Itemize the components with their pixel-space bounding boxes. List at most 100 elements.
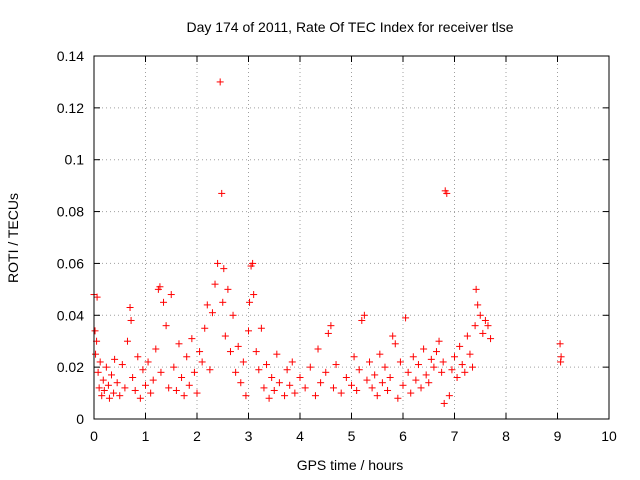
data-point (270, 386, 278, 394)
data-point (461, 368, 469, 376)
data-point (160, 298, 168, 306)
data-point (165, 384, 173, 392)
data-point (439, 358, 447, 366)
data-point (317, 379, 325, 387)
data-point (94, 368, 102, 376)
data-point (206, 366, 214, 374)
x-tick-label: 3 (245, 428, 253, 444)
data-point (458, 361, 466, 369)
data-point (376, 350, 384, 358)
data-point (425, 379, 433, 387)
data-point (420, 345, 428, 353)
data-point (211, 280, 219, 288)
data-point (469, 363, 477, 371)
data-point (366, 358, 374, 366)
y-tick-label: 0.1 (65, 152, 85, 168)
y-tick-label: 0.02 (57, 359, 84, 375)
data-point (113, 379, 121, 387)
x-tick-label: 0 (90, 428, 98, 444)
data-point (363, 376, 371, 384)
x-tick-label: 4 (296, 428, 304, 444)
data-point (314, 345, 322, 353)
y-tick-label: 0.14 (57, 48, 84, 64)
data-point (268, 374, 276, 382)
data-point (472, 285, 480, 293)
data-point (342, 374, 350, 382)
data-point (396, 358, 404, 366)
data-point (255, 366, 263, 374)
data-point (324, 329, 332, 337)
data-point (311, 392, 319, 400)
data-point (98, 392, 106, 400)
data-point (456, 342, 464, 350)
data-point (479, 329, 487, 337)
data-point (95, 384, 103, 392)
x-tick-label: 10 (601, 428, 617, 444)
data-point (435, 337, 443, 345)
data-point (229, 311, 237, 319)
data-point (407, 389, 415, 397)
data-point (474, 301, 482, 309)
data-point (226, 348, 234, 356)
data-point (476, 311, 484, 319)
data-point (185, 381, 193, 389)
data-point (384, 386, 392, 394)
data-point (381, 363, 389, 371)
data-point (440, 399, 448, 407)
data-point (136, 394, 144, 402)
data-point (142, 381, 149, 389)
data-point (149, 376, 157, 384)
y-tick-label: 0.06 (57, 255, 84, 271)
data-point (116, 392, 124, 400)
data-point (368, 384, 376, 392)
data-point (484, 322, 492, 330)
data-point (371, 371, 379, 379)
data-point (237, 379, 245, 387)
data-point (404, 368, 412, 376)
data-point (105, 394, 113, 402)
data-point (399, 381, 407, 389)
data-point (208, 309, 216, 317)
data-point (327, 322, 335, 330)
data-point (110, 389, 118, 397)
x-tick-label: 8 (502, 428, 510, 444)
data-point (246, 298, 254, 306)
data-point (127, 316, 135, 324)
data-point (360, 311, 368, 319)
data-point (432, 348, 440, 356)
data-point (190, 368, 198, 376)
y-axis-label: ROTI / TECUs (5, 193, 21, 283)
data-point (218, 189, 226, 197)
data-point (281, 392, 289, 400)
data-point (412, 376, 420, 384)
data-point (453, 374, 461, 382)
data-point (373, 392, 381, 400)
data-point (487, 335, 495, 343)
data-point (198, 358, 206, 366)
data-point (196, 348, 204, 356)
data-point (329, 384, 337, 392)
data-point (134, 353, 142, 361)
data-point (250, 291, 258, 299)
data-point (91, 327, 99, 335)
data-point (355, 366, 363, 374)
data-point (471, 322, 479, 330)
data-point (178, 374, 186, 382)
data-point (348, 381, 355, 389)
data-point (126, 304, 134, 312)
data-point (121, 384, 129, 392)
data-point (481, 316, 489, 324)
data-point (386, 374, 394, 382)
data-point (275, 379, 283, 387)
data-point (394, 394, 402, 402)
data-points (90, 78, 565, 407)
data-point (201, 324, 209, 332)
data-point (301, 384, 309, 392)
axis-ticks: 0 1 2 3 4 5 6 7 8 9 10 0 0.02 0.04 0.06 0.08 0.1 0.12 0.14 (57, 48, 617, 444)
data-point (283, 366, 291, 374)
data-point (448, 366, 456, 374)
data-point (152, 345, 160, 353)
grid-lines (94, 56, 609, 419)
data-point (232, 368, 240, 376)
